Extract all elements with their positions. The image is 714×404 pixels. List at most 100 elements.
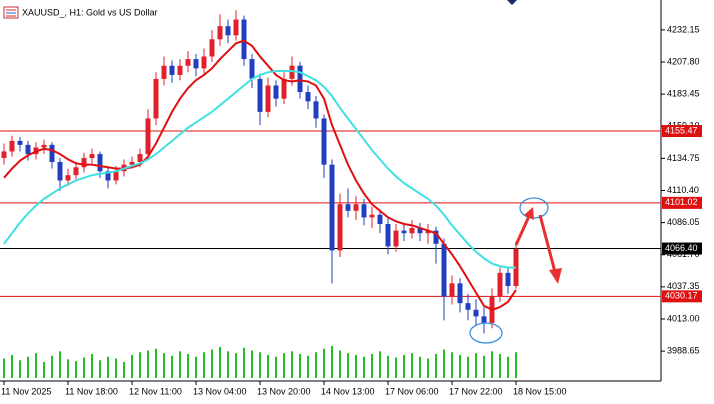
candle-body — [89, 154, 95, 159]
candle-body — [97, 154, 103, 172]
candle-body — [257, 78, 263, 112]
chart-title: XAUUSD_, H1: Gold vs US Dollar — [22, 7, 158, 17]
candle-body — [393, 230, 399, 247]
candle-body — [113, 171, 119, 181]
candle-body — [297, 65, 303, 93]
candle-body — [497, 272, 503, 297]
y-tick-label: 4110.40 — [667, 185, 699, 195]
price-level-label: 4030.17 — [665, 291, 698, 301]
candle-body — [457, 283, 463, 304]
candle-body — [25, 144, 31, 155]
candle-body — [401, 230, 407, 234]
arrow-down — [538, 214, 557, 273]
candle-body — [449, 283, 455, 297]
x-tick-label: 12 Nov 11:00 — [129, 386, 182, 396]
candle-body — [441, 243, 447, 297]
candle-body — [137, 154, 143, 163]
shift-marker — [507, 0, 517, 5]
price-level-label: 4066.40 — [665, 243, 698, 253]
price-level-label: 4155.47 — [665, 125, 698, 135]
candle-body — [249, 59, 255, 79]
candle-body — [185, 59, 191, 66]
candle-body — [81, 158, 87, 168]
arrow-up — [514, 213, 532, 246]
candle-body — [337, 204, 343, 251]
y-tick-label: 4037.35 — [667, 281, 700, 291]
candle-body — [345, 204, 351, 211]
price-level-box — [662, 196, 702, 209]
annotations — [469, 197, 562, 344]
candle-body — [369, 214, 375, 218]
candle-body — [1, 151, 7, 159]
candle-body — [473, 309, 479, 317]
price-level-box — [662, 242, 702, 255]
candle-body — [49, 144, 55, 163]
y-tick-label: 4232.15 — [667, 24, 700, 34]
x-tick-label: 14 Nov 13:00 — [321, 386, 375, 396]
candle-body — [217, 26, 223, 40]
highlight-ellipse — [519, 197, 549, 219]
candle-body — [273, 85, 279, 99]
highlight-ellipse — [469, 322, 503, 344]
arrow-head — [549, 268, 562, 284]
y-tick-label: 4013.00 — [667, 313, 700, 323]
candle-body — [321, 118, 327, 165]
candle-body — [465, 303, 471, 310]
candle-body — [153, 78, 159, 119]
y-tick-label: 4207.80 — [667, 56, 700, 66]
arrow-head — [524, 207, 534, 220]
candle-body — [313, 101, 319, 119]
candle-body — [289, 65, 295, 79]
candle-body — [361, 204, 367, 218]
x-tick-label: 18 Nov 15:00 — [513, 386, 567, 396]
candle-body — [169, 65, 175, 75]
price-level-box — [662, 125, 702, 138]
moving-average — [3, 69, 516, 269]
candle-body — [409, 227, 415, 234]
candle-body — [9, 140, 15, 152]
candle-body — [233, 19, 239, 36]
candle-body — [225, 26, 231, 36]
candle-body — [241, 19, 247, 60]
y-tick-label: 3988.65 — [667, 345, 700, 355]
candle-body — [65, 175, 71, 181]
candle-body — [353, 204, 359, 211]
candle-body — [161, 65, 167, 79]
candle-body — [417, 227, 423, 234]
y-tick-label: 4086.05 — [667, 217, 700, 227]
toolbar-icons — [3, 6, 19, 19]
x-tick-label: 17 Nov 22:00 — [449, 386, 503, 396]
candle-body — [129, 162, 135, 165]
candle-body — [377, 214, 383, 225]
candle-body — [17, 140, 23, 145]
plot-area — [0, 10, 661, 378]
y-tick-label: 4183.45 — [667, 89, 700, 99]
candle-body — [193, 59, 199, 69]
moving-average — [3, 39, 517, 311]
x-tick-label: 17 Nov 06:00 — [385, 386, 439, 396]
candle-body — [425, 230, 431, 234]
candle-body — [201, 56, 207, 69]
candle-body — [385, 224, 391, 247]
candle-body — [105, 171, 111, 181]
candle-body — [145, 118, 151, 155]
x-tick-label: 11 Nov 2025 — [1, 386, 51, 396]
candle-body — [505, 272, 511, 287]
y-tick-label: 4134.75 — [667, 153, 700, 163]
candle-body — [481, 316, 487, 323]
price-level-box — [662, 290, 702, 303]
candle-body — [41, 144, 47, 148]
candle-body — [209, 39, 215, 57]
candle-body — [305, 92, 311, 102]
x-tick-label: 11 Nov 18:00 — [65, 386, 118, 396]
x-tick-label: 13 Nov 04:00 — [193, 386, 247, 396]
candle-body — [329, 164, 335, 251]
x-tick-label: 13 Nov 20:00 — [257, 386, 311, 396]
candle-body — [433, 230, 439, 244]
candle-body — [265, 85, 271, 112]
candle-body — [73, 167, 79, 176]
price-level-label: 4101.02 — [665, 197, 698, 207]
candle-body — [281, 78, 287, 99]
candle-body — [57, 162, 63, 181]
